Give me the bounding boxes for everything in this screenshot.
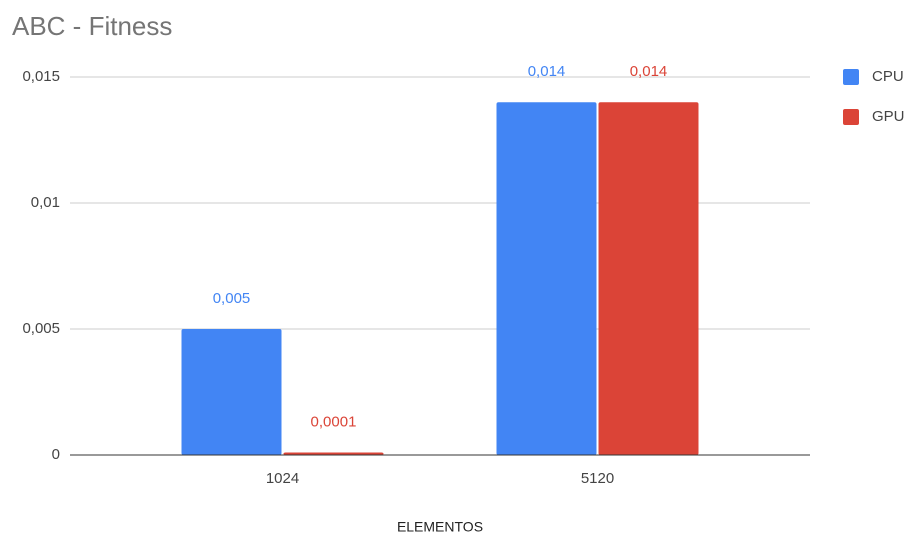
- y-tick-label: 0,015: [22, 68, 60, 85]
- x-tick-label: 5120: [581, 470, 614, 487]
- bar: [496, 102, 597, 455]
- legend-swatch: [843, 109, 859, 125]
- bar: [598, 102, 699, 455]
- y-tick-label: 0: [52, 446, 60, 463]
- chart-title: ABC - Fitness: [12, 11, 172, 41]
- legend-swatch: [843, 69, 859, 85]
- value-label: 0,005: [213, 290, 251, 307]
- bar: [181, 329, 282, 455]
- value-label: 0,014: [528, 63, 566, 80]
- value-label: 0,0001: [311, 413, 357, 430]
- x-tick-label: 1024: [266, 470, 299, 487]
- value-label: 0,014: [630, 63, 668, 80]
- x-axis-title: ELEMENTOS: [397, 519, 483, 535]
- legend-label: CPU: [872, 68, 904, 85]
- y-tick-label: 0,005: [22, 320, 60, 337]
- y-tick-label: 0,01: [31, 194, 60, 211]
- bar: [283, 452, 384, 455]
- legend-label: GPU: [872, 108, 905, 125]
